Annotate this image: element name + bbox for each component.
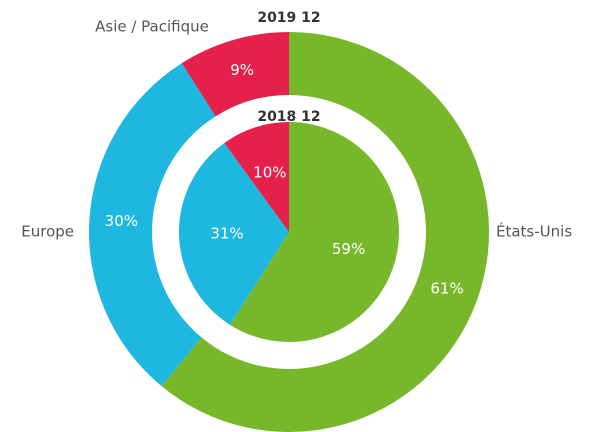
value-label: 61% [430, 279, 463, 297]
inner-pie-title: 2018 12 [257, 109, 320, 125]
slice [224, 122, 289, 232]
slice [181, 32, 289, 117]
value-label: 9% [230, 61, 254, 79]
value-label: 10% [253, 164, 286, 182]
value-label: 59% [332, 240, 365, 258]
value-label: 31% [210, 224, 243, 242]
category-label: Europe [21, 223, 74, 241]
slice [88, 63, 216, 387]
category-label: Asie / Pacifique [95, 18, 209, 36]
slice [161, 32, 489, 432]
slice [230, 122, 399, 342]
category-label: États-Unis [496, 222, 572, 241]
slice [179, 143, 289, 325]
value-label: 30% [105, 212, 138, 230]
outer-ring-title: 2019 12 [257, 10, 320, 26]
